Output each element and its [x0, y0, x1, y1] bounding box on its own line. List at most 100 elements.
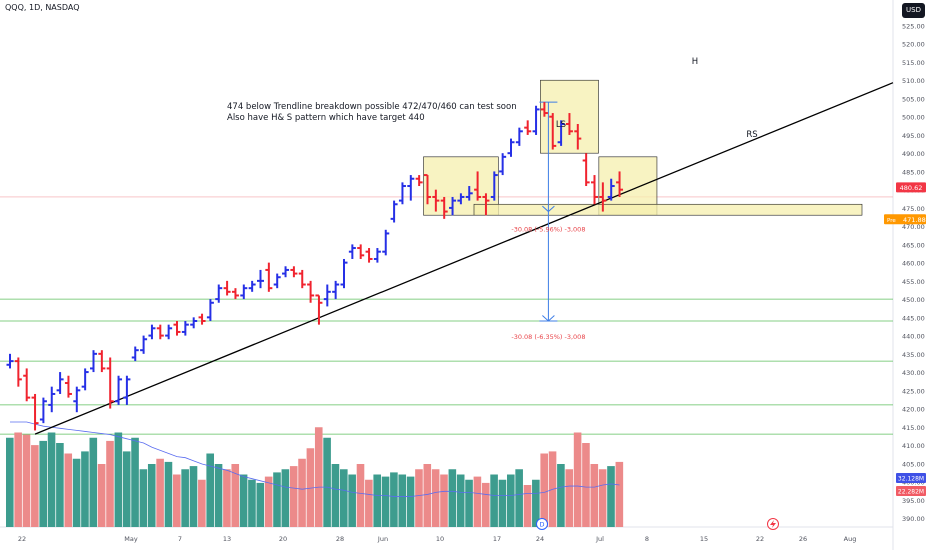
pattern-label-head: H	[692, 57, 698, 67]
volume-bar	[289, 466, 298, 527]
volume-bar	[64, 453, 73, 527]
volume-bar	[381, 476, 390, 527]
price-tick-label: 460.00	[902, 260, 925, 268]
volume-bar	[607, 466, 615, 527]
pattern-label-right-shoulder: RS	[746, 130, 757, 140]
price-tick-label: 465.00	[902, 241, 925, 249]
volume-bar	[406, 476, 415, 527]
volume-bar	[198, 479, 206, 527]
volume-bar	[56, 443, 64, 527]
volume-bar	[515, 469, 523, 527]
price-tick-label: 500.00	[902, 114, 925, 122]
time-tick-label: Aug	[844, 535, 857, 543]
last-price-value: 480.62	[900, 184, 923, 192]
time-tick-label: Jul	[595, 535, 604, 543]
volume-bar	[523, 485, 532, 527]
price-tick-label: 470.00	[902, 223, 925, 231]
symbol-title: QQQ, 1D, NASDAQ	[5, 3, 80, 12]
price-tick-label: 525.00	[902, 23, 925, 31]
price-tick-label: 495.00	[902, 132, 925, 140]
volume-bar	[181, 469, 189, 527]
pre-market-label: Pre	[887, 218, 896, 224]
price-tick-label: 410.00	[902, 442, 925, 450]
time-tick-label: 20	[279, 535, 287, 543]
measure-label-upper: -30.08 (-5.96%) -3,008	[511, 226, 585, 234]
volume-bar	[6, 437, 14, 527]
volume-bar	[306, 448, 315, 527]
volume-bar	[481, 482, 490, 527]
volume-bar	[72, 458, 81, 527]
volume-bar	[465, 479, 473, 527]
pattern-zone-neckline	[473, 203, 863, 216]
time-tick-label: 15	[700, 535, 708, 543]
dividend-marker-label: D	[539, 521, 544, 529]
volume-bar	[273, 472, 281, 527]
currency-button[interactable]: USD	[902, 3, 925, 18]
volume-bar	[582, 443, 590, 527]
time-tick-label: May	[124, 535, 138, 543]
volume-bar	[356, 464, 365, 527]
price-tick-label: 490.00	[902, 150, 925, 158]
price-tick-label: 405.00	[902, 460, 925, 468]
time-tick-label: 8	[645, 535, 649, 543]
time-tick-label: 22	[18, 535, 26, 543]
volume-bar	[14, 432, 22, 527]
volume-bar	[565, 469, 574, 527]
lightning-icon	[770, 520, 776, 528]
volume-bar	[89, 437, 98, 527]
volume-bar	[390, 472, 398, 527]
dividend-marker-icon	[536, 518, 548, 530]
volume-bar	[532, 479, 540, 527]
volume-bar	[47, 432, 56, 527]
price-tick-label: 435.00	[902, 351, 925, 359]
price-tick-label: 420.00	[902, 406, 925, 414]
pre-market-price: 471.88	[903, 216, 926, 224]
price-tick-label: 395.00	[902, 497, 925, 505]
volume-bar	[248, 479, 256, 527]
volume-bar	[507, 474, 515, 527]
volume-bar	[164, 461, 173, 527]
time-tick-label: 28	[336, 535, 344, 543]
measure-label-lower: -30.08 (-6.35%) -3,008	[511, 333, 585, 341]
volume-bar	[557, 464, 565, 527]
time-tick-label: 17	[493, 535, 501, 543]
volume-bar	[473, 476, 482, 527]
price-tick-label: 515.00	[902, 59, 925, 67]
volume-bar	[81, 451, 89, 527]
volume-bar	[365, 479, 373, 527]
price-tick-label: 450.00	[902, 296, 925, 304]
volume-bar	[423, 464, 432, 527]
analysis-note: 474 below Trendline breakdown possible 4…	[227, 102, 517, 124]
volume-ma-value: 32.128M	[898, 476, 924, 483]
volume-bar	[415, 469, 423, 527]
volume-bar	[264, 476, 273, 527]
volume-tag	[896, 486, 926, 496]
volume-bar	[206, 453, 214, 527]
volume-bar	[540, 453, 548, 527]
volume-bar	[173, 474, 181, 527]
volume-bar	[490, 474, 498, 527]
volume-bar	[281, 469, 290, 527]
volume-value: 22.282M	[898, 489, 924, 496]
time-tick-label: 22	[756, 535, 764, 543]
volume-bar	[398, 474, 407, 527]
price-tick-label: 430.00	[902, 369, 925, 377]
volume-bar	[239, 474, 248, 527]
volume-bar	[298, 458, 306, 527]
measure-arrow-1	[542, 205, 555, 213]
time-tick-label: 13	[223, 535, 231, 543]
volume-bar	[498, 479, 507, 527]
pattern-label-left-shoulder: LS	[556, 120, 566, 130]
pre-market-tag	[884, 214, 926, 225]
trendline	[34, 82, 894, 435]
time-tick-label: 24	[536, 535, 544, 543]
volume-bar	[114, 432, 123, 527]
volume-bar	[256, 482, 265, 527]
volume-ma-line	[10, 421, 620, 497]
volume-bar	[214, 464, 223, 527]
volume-bar	[573, 432, 582, 527]
time-tick-label: 7	[178, 535, 182, 543]
volume-bar	[97, 464, 106, 527]
